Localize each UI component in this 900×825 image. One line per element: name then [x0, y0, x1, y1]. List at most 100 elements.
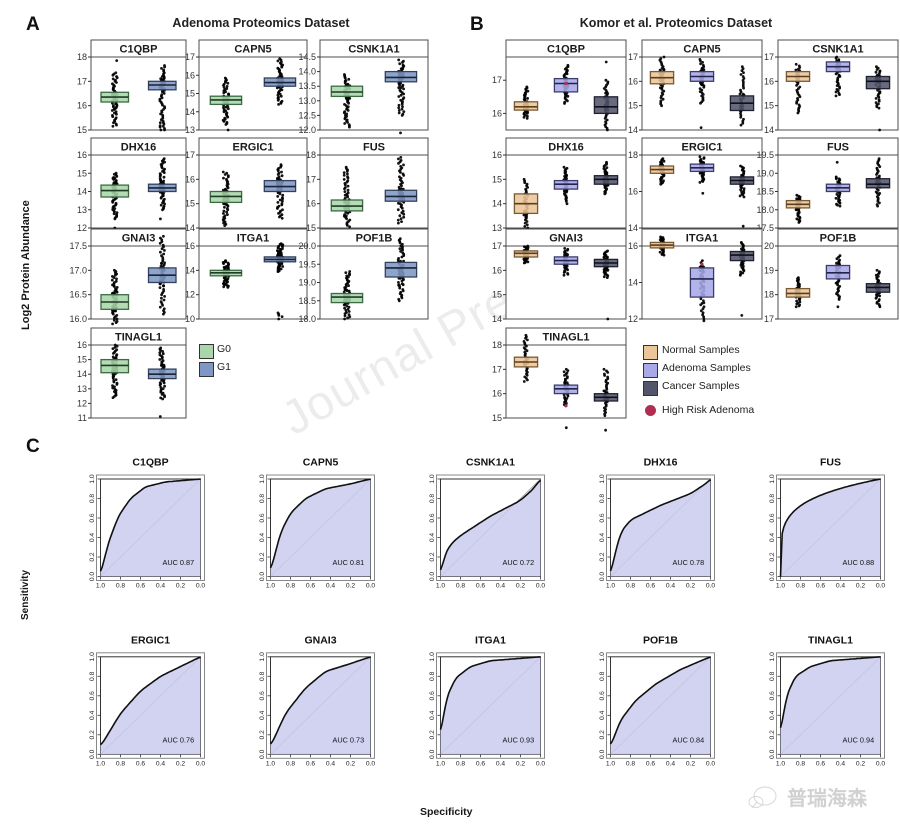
svg-text:DHX16: DHX16 [644, 457, 678, 469]
svg-text:0.6: 0.6 [476, 760, 486, 767]
svg-text:18: 18 [492, 340, 502, 350]
svg-text:0.0: 0.0 [366, 760, 376, 767]
svg-text:20.0: 20.0 [298, 241, 316, 251]
svg-text:0.6: 0.6 [646, 583, 656, 590]
svg-text:1.0: 1.0 [769, 652, 776, 662]
svg-text:0.6: 0.6 [429, 691, 436, 701]
svg-text:14: 14 [185, 107, 195, 117]
svg-text:TINAGL1: TINAGL1 [115, 332, 162, 344]
svg-text:14: 14 [628, 223, 638, 233]
svg-text:0.4: 0.4 [156, 760, 166, 767]
svg-text:0.4: 0.4 [259, 710, 266, 720]
svg-text:13: 13 [77, 205, 87, 215]
svg-text:0.4: 0.4 [769, 710, 776, 720]
svg-text:12: 12 [77, 398, 87, 408]
svg-text:14: 14 [764, 125, 774, 135]
svg-text:16: 16 [492, 108, 502, 118]
svg-text:0.6: 0.6 [89, 691, 96, 701]
svg-text:0.0: 0.0 [769, 749, 776, 759]
svg-text:15: 15 [764, 101, 774, 111]
svg-text:0.8: 0.8 [259, 671, 266, 681]
svg-text:0.0: 0.0 [366, 583, 376, 590]
svg-text:10: 10 [185, 314, 195, 324]
svg-text:0.6: 0.6 [599, 691, 606, 701]
svg-text:0.8: 0.8 [259, 494, 266, 504]
svg-text:C1QBP: C1QBP [547, 44, 585, 56]
svg-text:0.0: 0.0 [89, 749, 96, 759]
svg-text:14: 14 [77, 369, 87, 379]
svg-text:AUC 0.84: AUC 0.84 [673, 736, 705, 745]
svg-text:0.4: 0.4 [496, 583, 506, 590]
svg-text:CSNK1A1: CSNK1A1 [466, 457, 515, 469]
svg-text:1.0: 1.0 [599, 652, 606, 662]
svg-text:0.8: 0.8 [769, 671, 776, 681]
svg-text:1.0: 1.0 [429, 474, 436, 484]
svg-text:0.0: 0.0 [429, 749, 436, 759]
svg-text:12: 12 [185, 290, 195, 300]
svg-text:0.4: 0.4 [259, 533, 266, 543]
svg-text:0.6: 0.6 [429, 513, 436, 523]
svg-text:0.2: 0.2 [176, 760, 186, 767]
svg-text:16: 16 [185, 70, 195, 80]
svg-text:15: 15 [492, 413, 502, 423]
svg-text:0.0: 0.0 [196, 760, 206, 767]
svg-text:0.8: 0.8 [456, 583, 466, 590]
svg-text:0.4: 0.4 [429, 533, 436, 543]
svg-text:0.2: 0.2 [346, 583, 356, 590]
svg-text:0.2: 0.2 [89, 730, 96, 740]
svg-text:0.6: 0.6 [476, 583, 486, 590]
svg-text:17: 17 [306, 174, 316, 184]
svg-text:CSNK1A1: CSNK1A1 [812, 44, 863, 56]
svg-text:0.0: 0.0 [706, 583, 716, 590]
svg-text:16: 16 [628, 187, 638, 197]
svg-text:16: 16 [628, 241, 638, 251]
svg-text:14: 14 [492, 199, 502, 209]
svg-text:0.4: 0.4 [666, 760, 676, 767]
svg-text:AUC 0.87: AUC 0.87 [163, 558, 195, 567]
svg-text:0.4: 0.4 [89, 533, 96, 543]
svg-text:FUS: FUS [363, 142, 385, 154]
svg-text:19.0: 19.0 [298, 278, 316, 288]
svg-text:0.6: 0.6 [136, 760, 146, 767]
svg-text:15: 15 [185, 199, 195, 209]
svg-text:16: 16 [77, 101, 87, 111]
svg-text:0.0: 0.0 [599, 749, 606, 759]
svg-text:CAPN5: CAPN5 [683, 44, 720, 56]
svg-text:AUC 0.72: AUC 0.72 [503, 558, 535, 567]
svg-text:0.2: 0.2 [856, 583, 866, 590]
svg-text:12.0: 12.0 [298, 125, 316, 135]
svg-text:14: 14 [628, 125, 638, 135]
svg-text:0.8: 0.8 [456, 760, 466, 767]
svg-text:17: 17 [628, 52, 638, 62]
svg-text:CSNK1A1: CSNK1A1 [348, 44, 399, 56]
svg-text:POF1B: POF1B [820, 233, 857, 245]
svg-text:FUS: FUS [820, 457, 841, 469]
svg-text:AUC 0.94: AUC 0.94 [843, 736, 875, 745]
svg-text:11: 11 [78, 413, 87, 423]
svg-text:18: 18 [77, 52, 87, 62]
svg-text:DHX16: DHX16 [121, 142, 156, 154]
svg-text:16.0: 16.0 [69, 314, 87, 324]
svg-text:0.4: 0.4 [496, 760, 506, 767]
svg-text:17: 17 [492, 241, 502, 251]
svg-text:0.2: 0.2 [599, 552, 606, 562]
svg-text:16: 16 [306, 199, 316, 209]
svg-text:0.4: 0.4 [836, 583, 846, 590]
svg-text:0.0: 0.0 [876, 760, 886, 767]
svg-text:18: 18 [628, 150, 638, 160]
svg-text:0.2: 0.2 [769, 552, 776, 562]
svg-text:0.6: 0.6 [306, 583, 316, 590]
svg-text:16: 16 [628, 76, 638, 86]
svg-text:16: 16 [77, 150, 87, 160]
svg-text:15: 15 [492, 174, 502, 184]
svg-text:AUC 0.93: AUC 0.93 [503, 736, 535, 745]
svg-text:0.6: 0.6 [816, 760, 826, 767]
svg-text:1.0: 1.0 [259, 652, 266, 662]
svg-text:20: 20 [764, 241, 774, 251]
svg-text:0.6: 0.6 [136, 583, 146, 590]
svg-text:0.2: 0.2 [89, 552, 96, 562]
svg-text:GNAI3: GNAI3 [122, 233, 156, 245]
svg-text:18: 18 [764, 290, 774, 300]
svg-text:AUC 0.88: AUC 0.88 [843, 558, 875, 567]
svg-text:0.2: 0.2 [259, 730, 266, 740]
